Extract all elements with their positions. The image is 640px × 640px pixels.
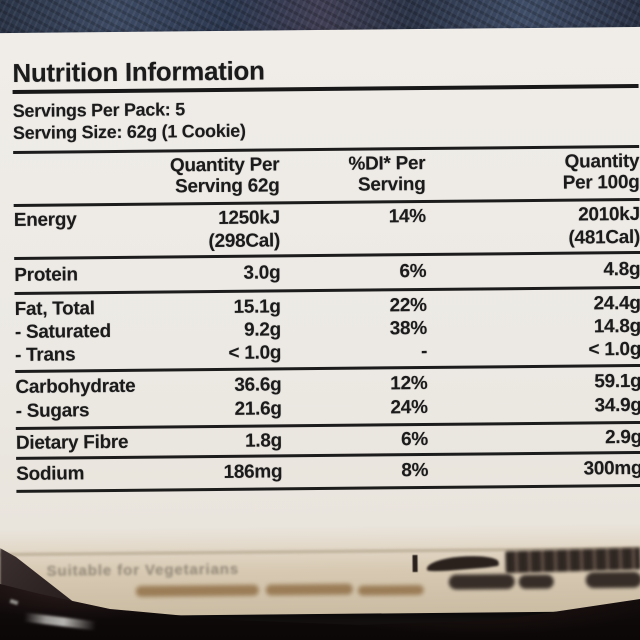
- nutrient-name: - Saturated: [14, 320, 111, 343]
- qty-per-100g: 2010kJ (481Cal): [568, 203, 640, 249]
- di-per-serving: 8%: [401, 459, 429, 482]
- di-per-serving: 38%: [389, 317, 427, 339]
- di-per-serving: 14%: [388, 205, 426, 227]
- table-header-row: Quantity Per Serving 62g %DI* Per Servin…: [13, 147, 640, 203]
- di-per-serving: 24%: [390, 396, 428, 418]
- qty-per-100g: 24.4g: [593, 292, 640, 314]
- table-row-protein: Protein 3.0g 6% 4.8g: [14, 257, 640, 287]
- di-per-serving: 22%: [389, 294, 427, 316]
- box-fold-crease: [0, 546, 640, 557]
- table-row-fat-trans: - Trans < 1.0g - < 1.0g: [15, 337, 640, 366]
- header-blank-cell: [13, 156, 163, 199]
- nutrition-label: Nutrition Information Servings Per Pack:…: [0, 27, 640, 493]
- qty-per-100g: 34.9g: [594, 394, 640, 416]
- header-quantity-per-100g: Quantity Per 100g: [562, 150, 640, 194]
- qty-per-serving: 3.0g: [243, 261, 281, 284]
- qty-per-serving: 21.6g: [234, 397, 282, 420]
- nutrient-name: - Sugars: [15, 399, 90, 422]
- nutrient-name: Carbohydrate: [15, 375, 136, 398]
- row-group-carbohydrate: Carbohydrate 36.6g 12% 59.1g - Sugars 21…: [15, 366, 640, 426]
- header-di-per-serving: %DI* Per Serving: [348, 152, 426, 196]
- qty-per-serving: 36.6g: [234, 374, 282, 396]
- row-group-energy: Energy 1250kJ (298Cal) 14% 2010kJ (481Ca…: [14, 200, 640, 256]
- nutrient-name: - Trans: [15, 343, 76, 366]
- qty-per-100g: 4.8g: [603, 258, 640, 280]
- serving-size: Serving Size: 62g (1 Cookie): [12, 120, 246, 143]
- nutrient-name: Protein: [14, 263, 78, 286]
- nutrient-name: Sodium: [16, 463, 85, 485]
- row-group-fat: Fat, Total 15.1g 22% 24.4g - Saturated 9…: [15, 288, 640, 369]
- di-per-serving: 12%: [390, 372, 428, 395]
- table-row-sodium: Sodium 186mg 8% 300mg: [16, 457, 640, 487]
- table-row-energy: Energy 1250kJ (298Cal) 14% 2010kJ (481Ca…: [14, 202, 640, 254]
- qty-per-serving: < 1.0g: [228, 341, 282, 364]
- nutrient-name: Dietary Fibre: [15, 431, 129, 454]
- qty-per-serving: 1.8g: [245, 429, 283, 452]
- qty-per-serving: 1250kJ (298Cal): [208, 206, 281, 252]
- qty-per-serving: 9.2g: [243, 318, 281, 341]
- nutrient-name: Energy: [13, 208, 77, 231]
- di-per-serving: -: [420, 340, 428, 362]
- table-row-sugars: - Sugars 21.6g 24% 34.9g: [16, 393, 640, 423]
- di-per-serving: 6%: [400, 428, 429, 450]
- qty-per-serving: 186mg: [223, 461, 283, 483]
- qty-per-100g: 14.8g: [593, 315, 640, 337]
- qty-per-100g: 300mg: [583, 457, 640, 480]
- table-row-dietary-fibre: Dietary Fibre 1.8g 6% 2.9g: [16, 425, 640, 455]
- header-quantity-per-serving: Quantity Per Serving 62g: [169, 154, 280, 198]
- qty-per-100g: 59.1g: [594, 370, 640, 393]
- nutrient-name: Fat, Total: [14, 297, 95, 320]
- qty-per-100g: 2.9g: [604, 426, 640, 448]
- qty-per-serving: 15.1g: [233, 295, 281, 318]
- qty-per-100g: < 1.0g: [588, 338, 640, 360]
- label-title: Nutrition Information: [12, 55, 265, 88]
- nutrition-table: Quantity Per Serving 62g %DI* Per Servin…: [13, 144, 640, 493]
- cookie-package: Nutrition Information Servings Per Pack:…: [0, 26, 640, 618]
- di-per-serving: 6%: [399, 260, 427, 282]
